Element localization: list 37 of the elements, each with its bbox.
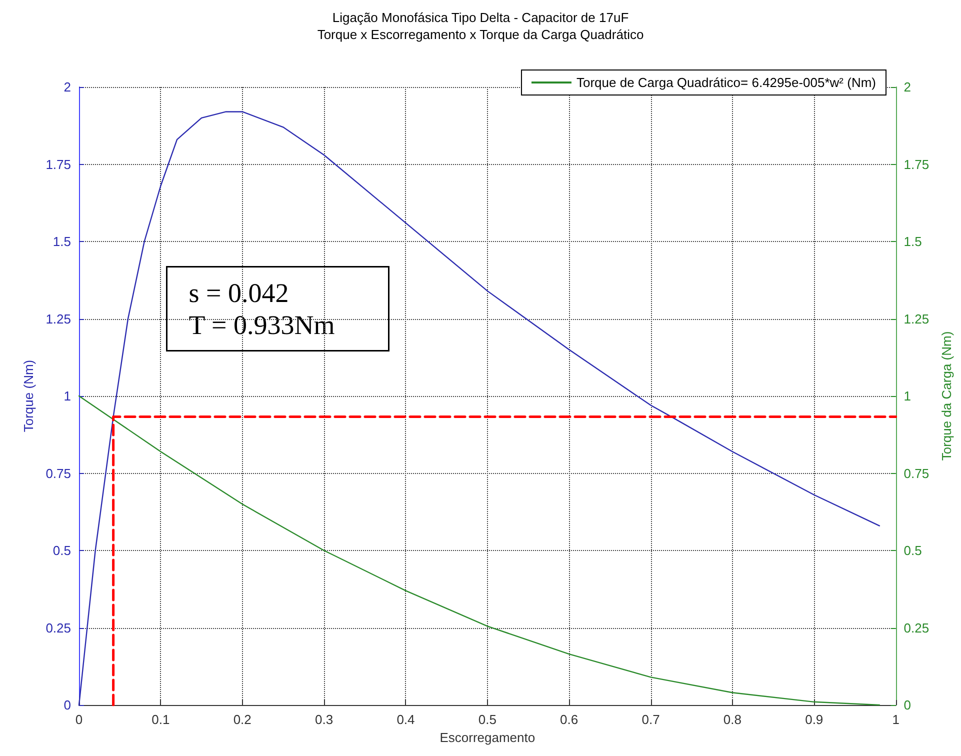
y-tick-label: 0.25: [46, 620, 71, 636]
y-tick-label: 2: [64, 80, 71, 94]
x-tick-label: 0.9: [805, 712, 824, 727]
annotation: s = 0.042: [188, 278, 289, 308]
y2-tick-label: 0.25: [904, 620, 930, 636]
legend-label: Torque de Carga Quadrático= 6.4295e-005*w² (Nm): [576, 75, 876, 90]
y-axis-title: Torque (Nm): [20, 360, 36, 432]
annotation: T = 0.933Nm: [188, 310, 335, 340]
x-tick-label: 0.3: [315, 712, 334, 727]
x-axis-title: Escorregamento: [440, 730, 536, 745]
y2-tick-label: 0.5: [904, 543, 922, 558]
y-tick-label: 0.5: [52, 543, 71, 558]
chart-title: Ligação Monofásica Tipo Delta - Capacitor de 17uF: [332, 10, 629, 25]
x-tick-label: 0.7: [642, 712, 660, 727]
x-tick-label: 0.6: [560, 712, 578, 727]
chart-subtitle: Torque x Escorregamento x Torque da Carga Quadrático: [317, 27, 644, 42]
y-tick-label: 1: [64, 388, 71, 404]
x-tick-label: 0.4: [396, 712, 415, 727]
y-tick-label: 1.75: [46, 156, 71, 172]
x-tick-label: 0.1: [152, 712, 170, 727]
y2-axis-title: Torque da Carga (Nm): [939, 331, 954, 461]
y2-tick-label: 0.75: [904, 466, 930, 481]
x-tick-label: 0.8: [723, 712, 742, 727]
y2-tick-label: 2: [904, 80, 912, 94]
x-tick-label: 0.2: [233, 712, 252, 727]
y2-tick-label: 1.5: [904, 234, 922, 249]
y2-tick-label: 1: [904, 388, 912, 404]
y-tick-label: 1.25: [46, 311, 71, 326]
x-tick-label: 1: [892, 712, 900, 727]
y2-tick-label: 1.75: [904, 156, 930, 172]
y-tick-label: 0: [64, 698, 71, 712]
x-tick-label: 0: [75, 712, 83, 727]
x-tick-label: 0.5: [478, 712, 496, 727]
y2-tick-label: 1.25: [904, 311, 930, 326]
y2-tick-label: 0: [904, 698, 912, 712]
y-tick-label: 0.75: [46, 466, 71, 481]
y-tick-label: 1.5: [52, 234, 71, 249]
